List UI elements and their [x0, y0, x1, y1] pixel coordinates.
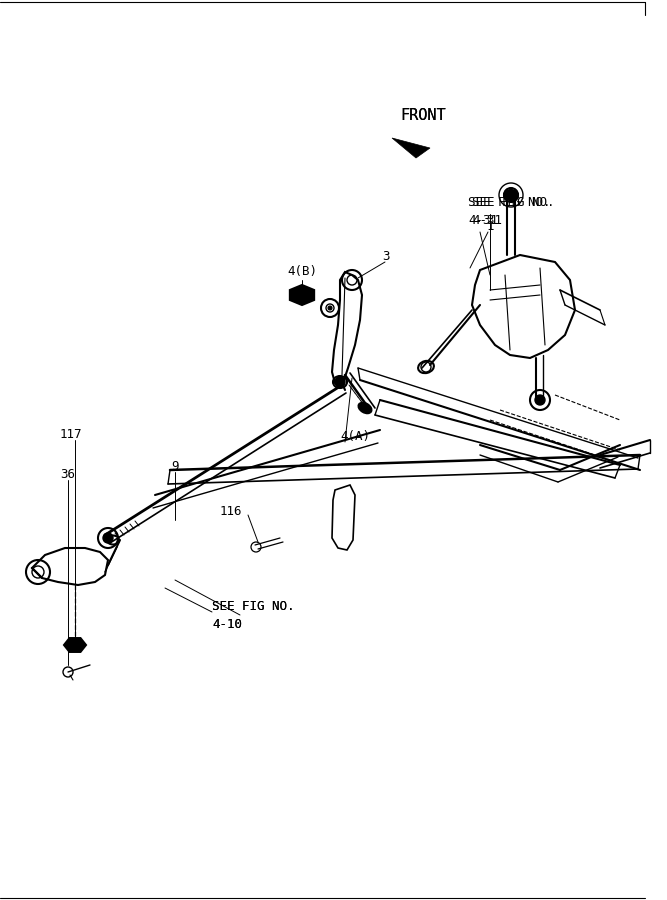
Ellipse shape: [359, 403, 372, 413]
Text: 4-31: 4-31: [472, 214, 502, 227]
Polygon shape: [290, 285, 314, 305]
Text: 36: 36: [60, 468, 75, 481]
Circle shape: [535, 395, 545, 405]
Text: 1: 1: [486, 220, 494, 233]
Circle shape: [507, 191, 515, 199]
Polygon shape: [392, 138, 430, 158]
Text: 4-10: 4-10: [212, 618, 242, 631]
Text: 4(B): 4(B): [287, 265, 317, 278]
Circle shape: [335, 377, 345, 387]
Text: SEE FIG NO.: SEE FIG NO.: [212, 600, 295, 613]
Text: 3: 3: [382, 250, 390, 263]
Text: SEE FIG NO.: SEE FIG NO.: [212, 600, 295, 613]
Circle shape: [103, 533, 113, 543]
Text: 117: 117: [60, 428, 83, 441]
Text: FRONT: FRONT: [400, 108, 446, 123]
Ellipse shape: [504, 190, 518, 200]
Text: 4-10: 4-10: [212, 618, 242, 631]
Text: FRONT: FRONT: [400, 108, 446, 123]
Text: 9: 9: [171, 460, 179, 473]
Text: 116: 116: [220, 505, 243, 518]
Text: SEE FIG NO.: SEE FIG NO.: [468, 196, 550, 209]
Circle shape: [299, 292, 305, 298]
Polygon shape: [64, 638, 86, 652]
Text: SEE FIG NO.: SEE FIG NO.: [472, 196, 554, 209]
Circle shape: [73, 643, 77, 647]
Text: 4-31: 4-31: [468, 214, 498, 227]
Text: 4(A): 4(A): [340, 430, 370, 443]
Circle shape: [328, 306, 332, 310]
